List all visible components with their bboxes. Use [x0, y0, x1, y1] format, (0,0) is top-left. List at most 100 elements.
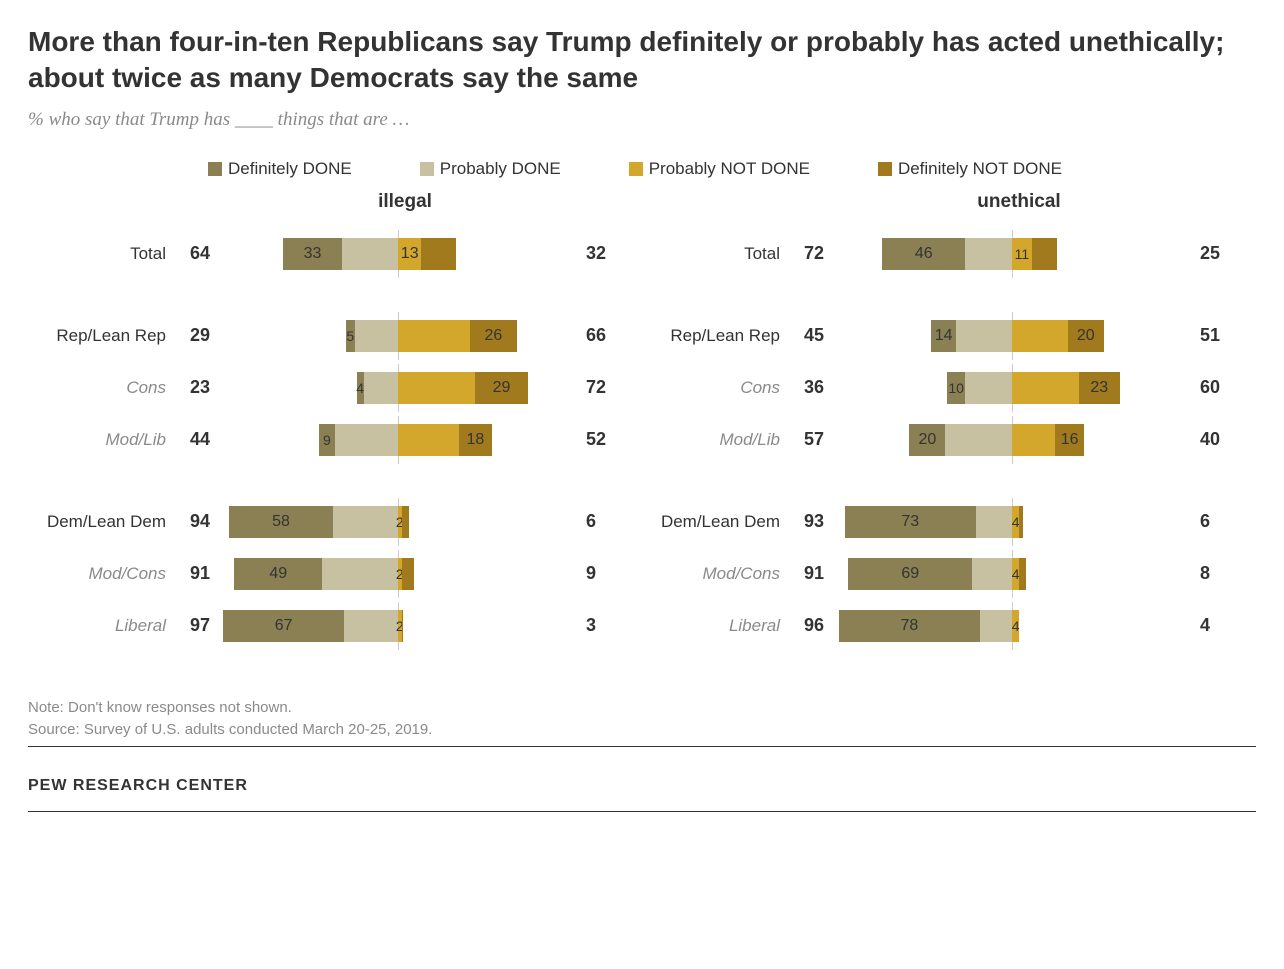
bar-segment: 11 [1012, 238, 1032, 270]
bar-segment [980, 610, 1012, 642]
panel-title: unethical [642, 191, 1256, 213]
bar-segment [342, 238, 398, 270]
legend-label: Probably DONE [440, 159, 561, 179]
panel-unethical: unethicalTotal72461125Rep/Lean Rep451420… [642, 191, 1256, 657]
bar-segment [945, 424, 1012, 456]
chart-row: Total72461125 [642, 233, 1256, 275]
left-sum-value: 57 [790, 429, 832, 450]
right-sum-value: 32 [578, 243, 620, 264]
left-sum-value: 45 [790, 325, 832, 346]
row-label: Liberal [642, 616, 790, 636]
note-line: Source: Survey of U.S. adults conducted … [28, 719, 1256, 742]
panel-title: illegal [28, 191, 642, 213]
left-sum-value: 97 [176, 615, 218, 636]
bar-segment: 23 [1079, 372, 1120, 404]
bar-segment: 26 [470, 320, 517, 352]
panels: illegalTotal64331332Rep/Lean Rep2952666C… [28, 191, 1256, 657]
bar-area: 582 [218, 504, 578, 540]
bar-area: 526 [218, 318, 578, 354]
left-sum-value: 23 [176, 377, 218, 398]
bar-segment: 4 [1012, 558, 1019, 590]
legend-item-prob-not: Probably NOT DONE [629, 159, 810, 179]
right-sum-value: 60 [1192, 377, 1234, 398]
row-label: Total [28, 244, 176, 264]
bar-area: 3313 [218, 236, 578, 272]
bar-segment: 9 [319, 424, 335, 456]
chart-subtitle: % who say that Trump has ____ things tha… [28, 109, 1256, 131]
bar-segment [322, 558, 398, 590]
bar-segment [1019, 558, 1026, 590]
bar-segment: 49 [234, 558, 322, 590]
panel-illegal: illegalTotal64331332Rep/Lean Rep2952666C… [28, 191, 642, 657]
bar-segment: 67 [223, 610, 344, 642]
bar-segment [398, 372, 475, 404]
chart-row: Cons2342972 [28, 367, 642, 409]
row-label: Cons [642, 378, 790, 398]
right-sum-value: 52 [578, 429, 620, 450]
right-sum-value: 6 [1192, 511, 1234, 532]
chart-row: Total64331332 [28, 233, 642, 275]
chart-row: Dem/Lean Dem945826 [28, 501, 642, 543]
chart-row: Liberal967844 [642, 605, 1256, 647]
swatch-prob-done [420, 162, 434, 176]
chart-row: Mod/Cons914929 [28, 553, 642, 595]
swatch-def-done [208, 162, 222, 176]
bar-segment [965, 238, 1012, 270]
bar-segment [1012, 424, 1055, 456]
row-label: Dem/Lean Dem [642, 512, 790, 532]
left-sum-value: 91 [176, 563, 218, 584]
right-sum-value: 25 [1192, 243, 1234, 264]
left-sum-value: 93 [790, 511, 832, 532]
bar-segment [1012, 320, 1068, 352]
right-sum-value: 66 [578, 325, 620, 346]
bar-segment: 33 [283, 238, 342, 270]
chart-row: Mod/Cons916948 [642, 553, 1256, 595]
bar-segment [1019, 506, 1023, 538]
divider [28, 746, 1256, 747]
right-sum-value: 3 [578, 615, 620, 636]
left-sum-value: 94 [176, 511, 218, 532]
bar-segment: 4 [357, 372, 364, 404]
bar-segment [965, 372, 1012, 404]
bar-segment [421, 238, 455, 270]
swatch-def-not [878, 162, 892, 176]
left-sum-value: 91 [790, 563, 832, 584]
row-label: Mod/Lib [28, 430, 176, 450]
row-label: Total [642, 244, 790, 264]
bar-segment [956, 320, 1012, 352]
bar-segment: 20 [909, 424, 945, 456]
bar-area: 492 [218, 556, 578, 592]
bar-segment [398, 424, 459, 456]
bar-segment: 16 [1055, 424, 1084, 456]
left-sum-value: 36 [790, 377, 832, 398]
bar-segment: 58 [229, 506, 333, 538]
bar-segment [976, 506, 1012, 538]
bar-area: 10 23 [832, 370, 1192, 406]
right-sum-value: 9 [578, 563, 620, 584]
bar-segment: 18 [459, 424, 491, 456]
bar-segment: 10 [947, 372, 965, 404]
row-label: Mod/Cons [642, 564, 790, 584]
right-sum-value: 6 [578, 511, 620, 532]
right-sum-value: 72 [578, 377, 620, 398]
bar-segment: 14 [931, 320, 956, 352]
bar-segment [364, 372, 398, 404]
right-sum-value: 51 [1192, 325, 1234, 346]
bar-segment: 29 [475, 372, 527, 404]
bar-area: 9 18 [218, 422, 578, 458]
left-sum-value: 96 [790, 615, 832, 636]
bar-segment [355, 320, 398, 352]
bar-segment: 4 [1012, 506, 1019, 538]
bar-area: 1420 [832, 318, 1192, 354]
legend-label: Definitely DONE [228, 159, 352, 179]
bar-area: 2016 [832, 422, 1192, 458]
bar-segment [402, 506, 409, 538]
legend-item-def-not: Definitely NOT DONE [878, 159, 1062, 179]
chart-row: Dem/Lean Dem93 73 4 6 [642, 501, 1256, 543]
left-sum-value: 44 [176, 429, 218, 450]
bar-area: 694 [832, 556, 1192, 592]
chart-row: Cons36 10 23 60 [642, 367, 1256, 409]
bar-area: 4 29 [218, 370, 578, 406]
bar-segment: 73 [845, 506, 976, 538]
row-label: Rep/Lean Rep [642, 326, 790, 346]
